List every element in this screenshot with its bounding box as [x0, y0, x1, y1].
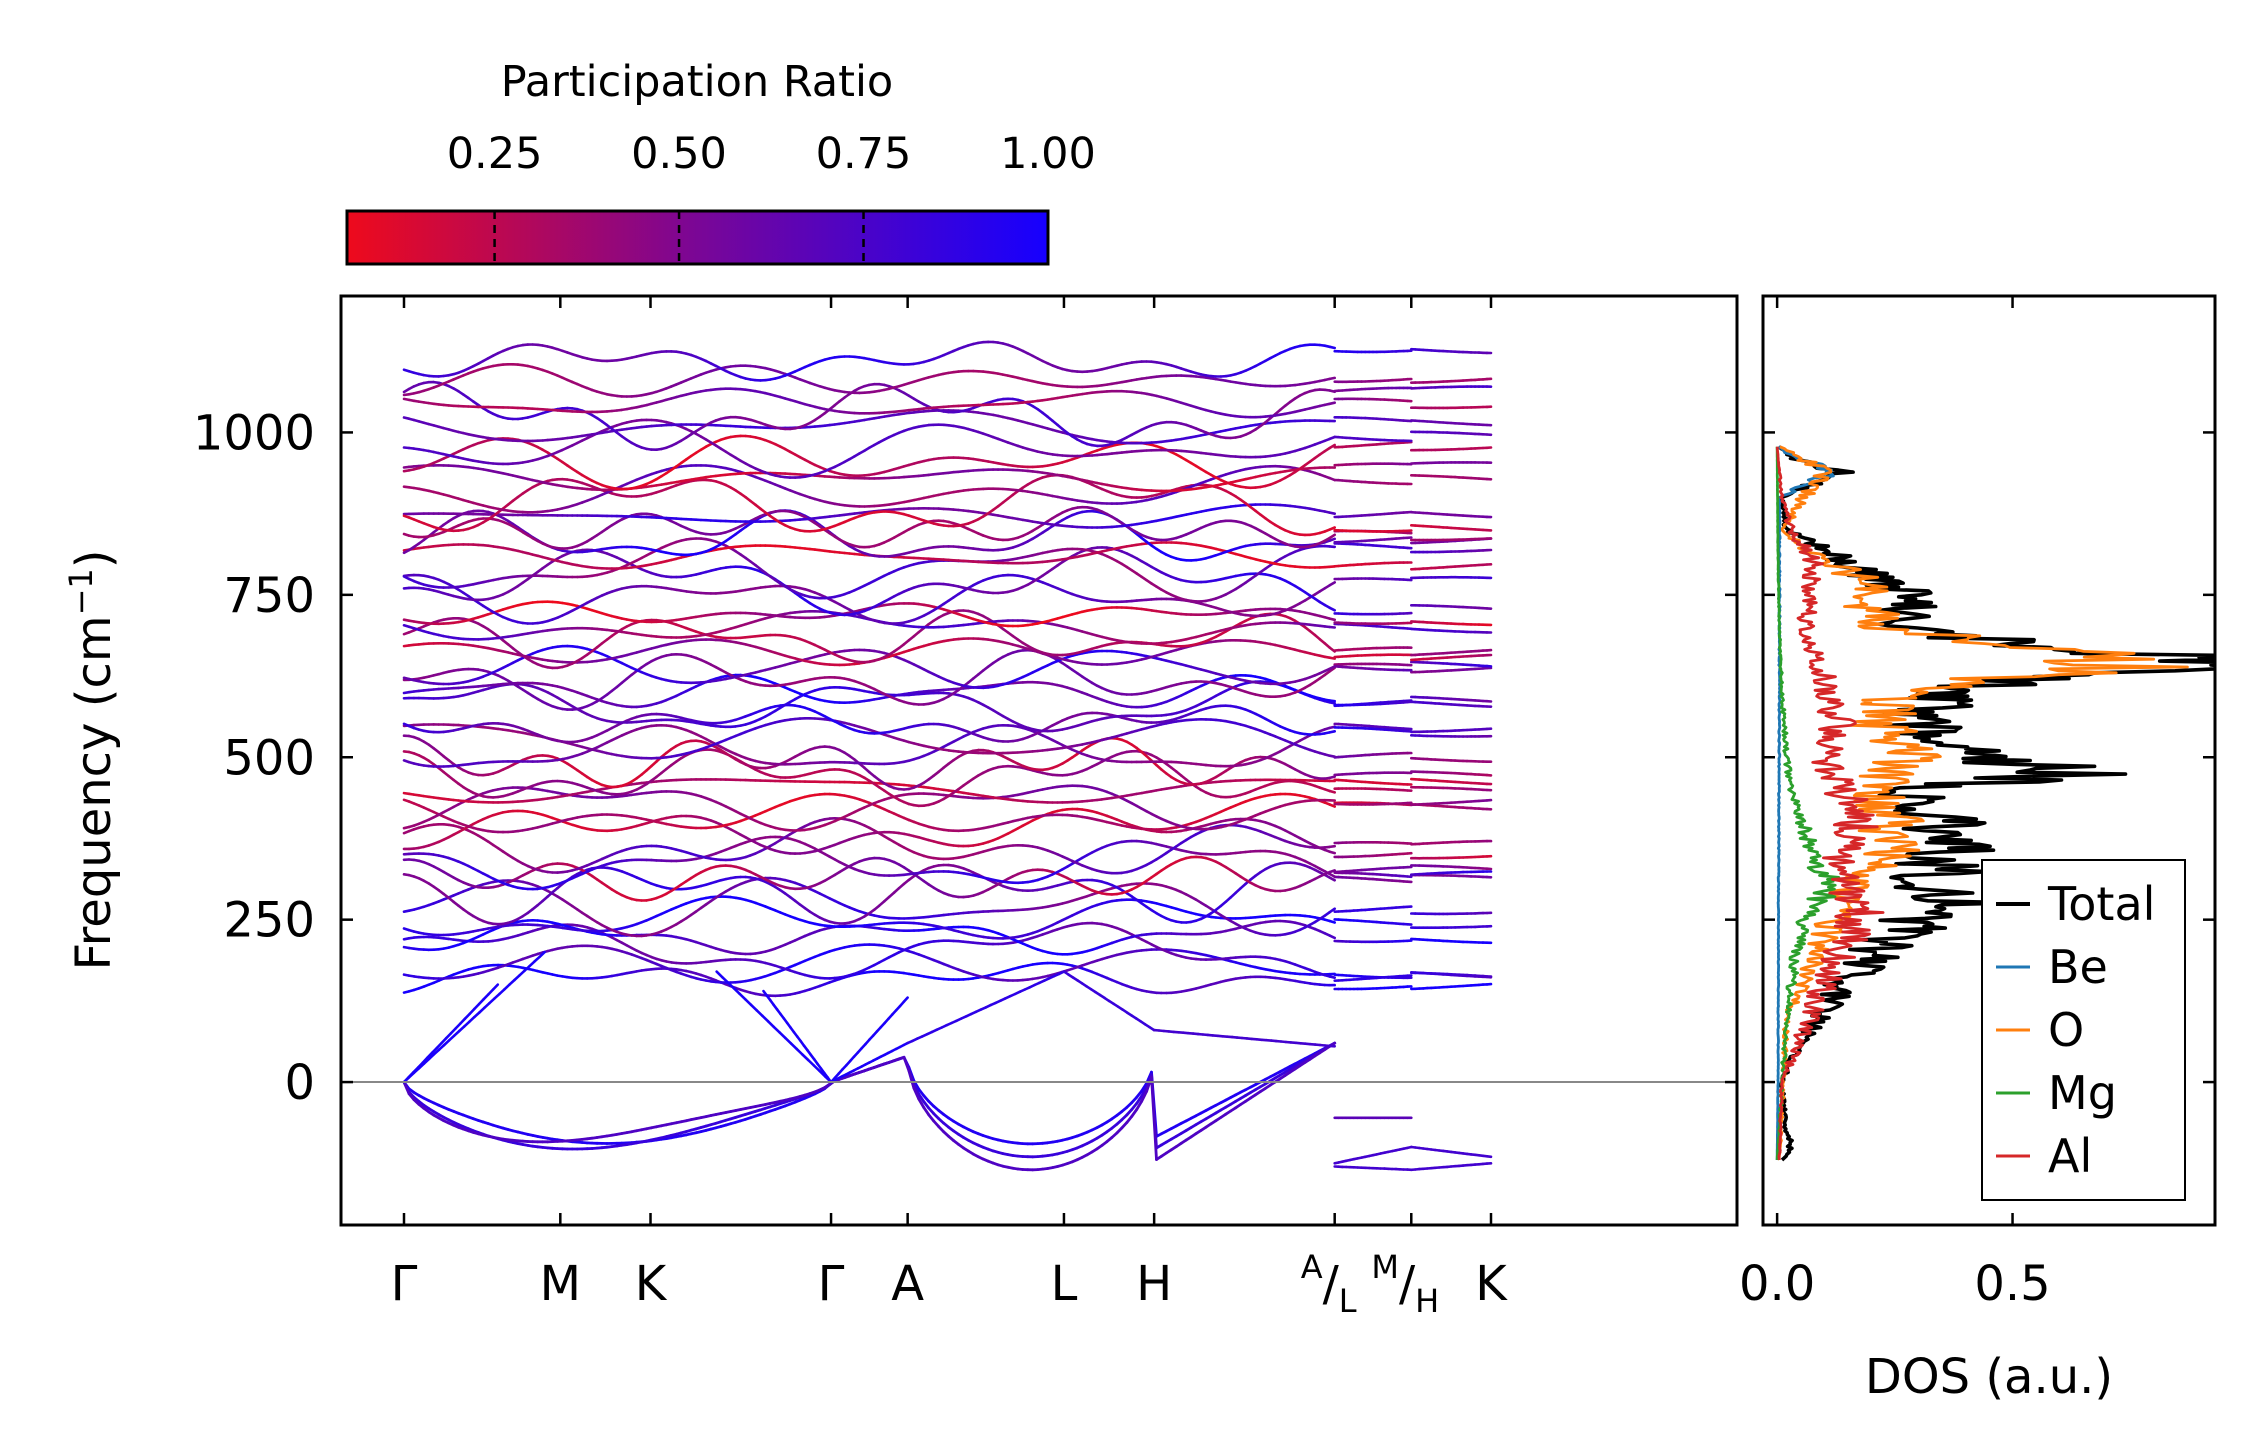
band-segment [1328, 869, 1336, 874]
colorbar-tick-label: 0.50 [631, 129, 727, 179]
colorbar: Participation Ratio 0.25 0.50 0.75 1.00 [345, 57, 1096, 266]
band-segment [1328, 876, 1336, 882]
band-segment [1328, 919, 1336, 924]
colorbar-tick-label: 1.00 [1000, 129, 1096, 179]
band-segment [1328, 775, 1336, 780]
band-segment [1328, 803, 1336, 808]
colorbar-tick-label: 0.75 [816, 129, 912, 179]
band-segment [1328, 844, 1336, 849]
band-segment [1328, 975, 1336, 980]
band-segment [1328, 699, 1336, 703]
band-segment [1328, 700, 1336, 705]
colorbar-title: Participation Ratio [501, 57, 894, 107]
band-segment [1328, 850, 1336, 855]
band-segment [1328, 789, 1336, 794]
band-segment [1328, 907, 1336, 914]
band-segment [1328, 872, 1336, 878]
colorbar-gradient [345, 209, 1050, 266]
band-segment [1328, 934, 1336, 940]
band-segment [1328, 729, 1336, 734]
colorbar-tick-label: 0.25 [447, 129, 543, 179]
